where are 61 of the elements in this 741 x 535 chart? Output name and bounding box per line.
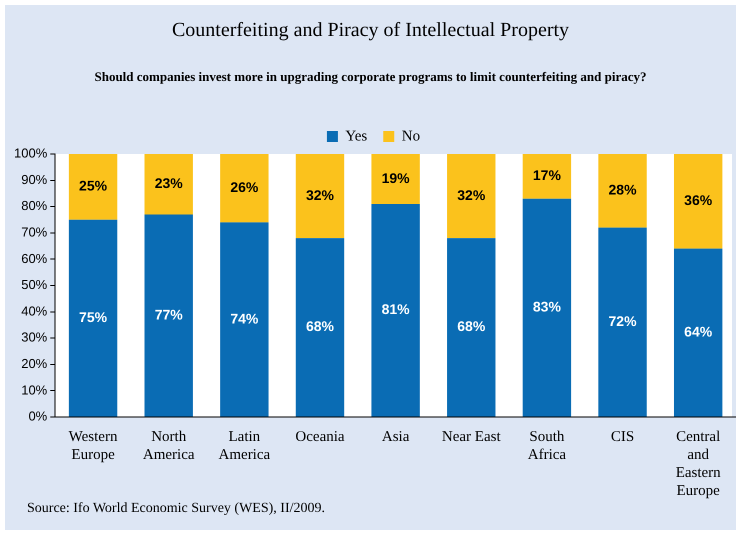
x-tick-label: CIS xyxy=(610,428,634,445)
y-tick-label: 80% xyxy=(21,198,48,214)
bar xyxy=(598,228,647,416)
y-tick-label: 30% xyxy=(21,330,48,345)
y-tick-label: 90% xyxy=(21,172,48,187)
y-tick-label: 0% xyxy=(28,408,48,424)
bar xyxy=(371,154,420,204)
bar xyxy=(68,154,118,220)
bar xyxy=(674,154,722,249)
bar xyxy=(144,154,193,214)
data-label: 17% xyxy=(532,167,562,184)
data-label: 68% xyxy=(457,318,486,334)
data-label: 23% xyxy=(154,175,184,192)
bar xyxy=(522,198,572,416)
x-tick-label: South Africa xyxy=(528,428,566,463)
data-label: 19% xyxy=(382,170,410,186)
bar xyxy=(220,222,269,416)
bar xyxy=(447,238,496,416)
data-label: 32% xyxy=(306,186,335,203)
y-tick-label: 50% xyxy=(21,277,48,292)
chart-subtitle: Should companies invest more in upgrading corporate programs to limit counterfeiting and piracy? xyxy=(93,69,648,85)
data-label: 68% xyxy=(306,318,335,334)
x-tick-label: Central and Eastern Europe xyxy=(676,428,722,499)
y-tick-label: 40% xyxy=(21,303,48,318)
data-label: 77% xyxy=(154,306,184,322)
data-label: 72% xyxy=(608,312,638,329)
bar xyxy=(522,154,572,199)
y-tick-label: 20% xyxy=(21,356,48,371)
data-label: 74% xyxy=(230,310,259,326)
y-tick-label: 100% xyxy=(14,146,48,161)
x-tick-label: Oceania xyxy=(295,428,345,445)
chart-title: Counterfeiting and Piracy of Intellectual Property xyxy=(170,19,570,42)
bar xyxy=(220,154,269,222)
y-tick-label: 10% xyxy=(21,382,48,398)
bar xyxy=(598,154,647,228)
x-tick-label: North America xyxy=(142,428,195,463)
x-tick-label: Near East xyxy=(442,428,502,445)
legend-label: No xyxy=(402,128,420,144)
legend-label: Yes xyxy=(345,128,368,144)
x-tick-label: Western Europe xyxy=(68,428,118,463)
data-label: 28% xyxy=(608,182,638,198)
bar xyxy=(447,154,496,238)
data-label: 64% xyxy=(684,323,713,340)
bar xyxy=(144,214,193,416)
x-tick-label: Asia xyxy=(382,428,410,445)
data-label: 26% xyxy=(230,179,259,196)
y-tick-label: 60% xyxy=(21,250,48,266)
y-tick-label: 70% xyxy=(21,224,48,240)
data-label: 25% xyxy=(79,178,108,194)
data-label: 75% xyxy=(79,308,108,325)
bar xyxy=(68,220,118,416)
data-label: 83% xyxy=(532,298,562,314)
bar xyxy=(674,248,722,416)
data-label: 36% xyxy=(684,192,713,208)
data-label: 32% xyxy=(457,186,486,203)
x-tick-label: Latin America xyxy=(218,428,271,463)
bar xyxy=(296,154,344,238)
bar xyxy=(371,204,420,416)
bar xyxy=(296,238,344,416)
data-label: 81% xyxy=(382,301,410,318)
source-note: Source: Ifo World Economic Survey (WES), II/2009. xyxy=(27,501,325,517)
